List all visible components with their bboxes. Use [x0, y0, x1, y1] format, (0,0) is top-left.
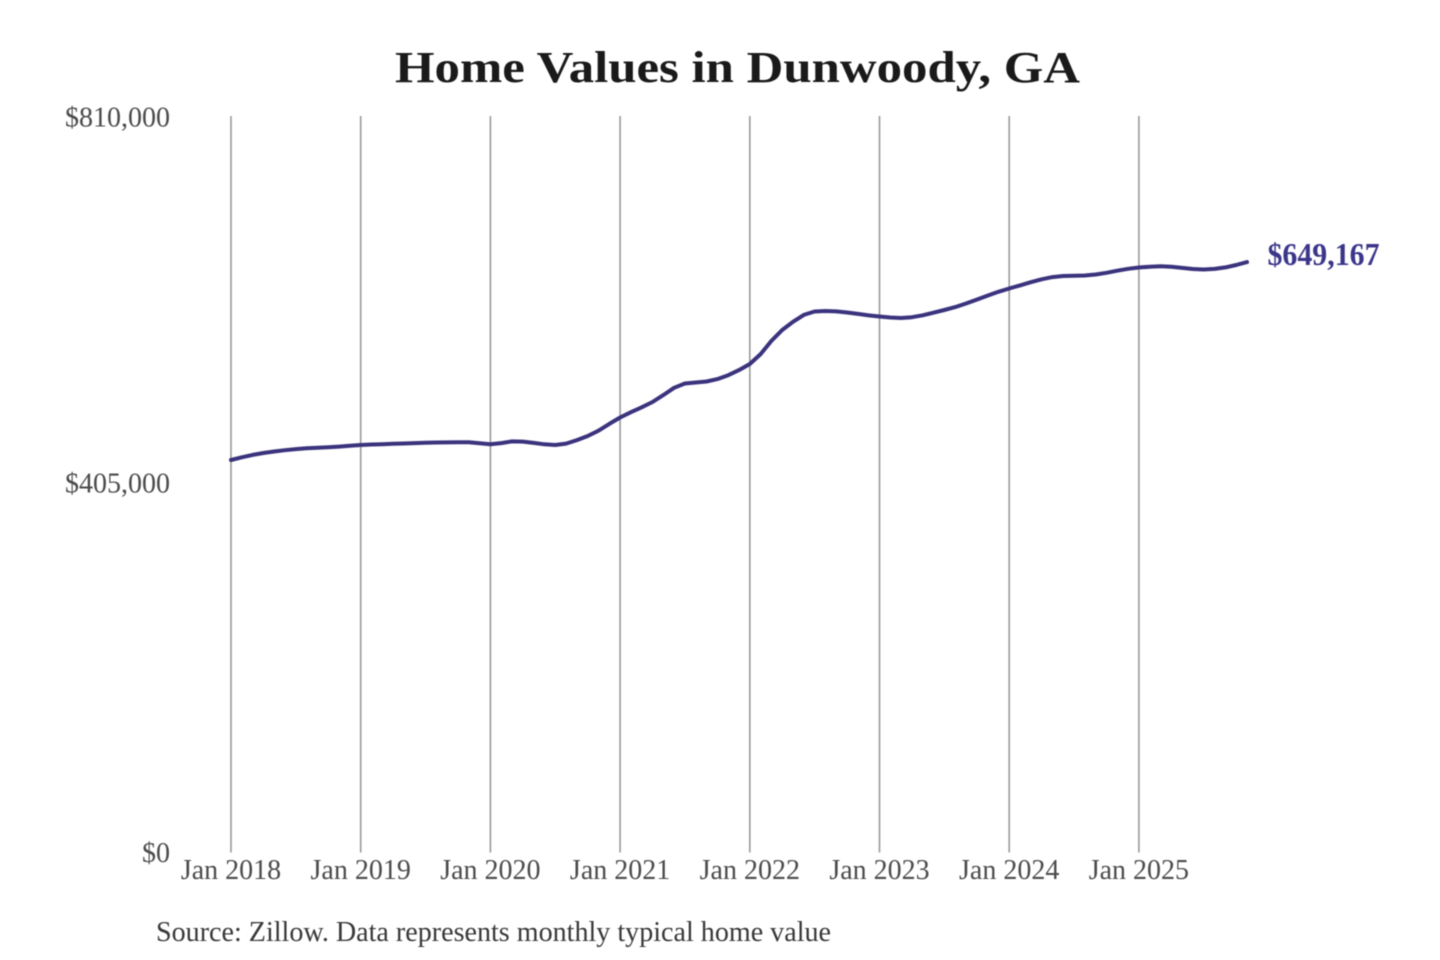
- svg-text:Jan 2023: Jan 2023: [829, 855, 929, 886]
- svg-text:Source: Zillow. Data represent: Source: Zillow. Data represents monthly …: [156, 916, 831, 948]
- svg-text:Jan 2021: Jan 2021: [570, 855, 670, 886]
- svg-text:$810,000: $810,000: [65, 103, 170, 134]
- svg-text:Jan 2024: Jan 2024: [959, 855, 1059, 886]
- svg-text:$649,167: $649,167: [1268, 236, 1380, 272]
- svg-text:Jan 2018: Jan 2018: [181, 855, 281, 886]
- svg-text:$405,000: $405,000: [65, 469, 170, 500]
- svg-text:Jan 2022: Jan 2022: [700, 855, 800, 886]
- svg-text:Jan 2025: Jan 2025: [1089, 855, 1189, 886]
- svg-text:Home Values in Dunwoody, GA: Home Values in Dunwoody, GA: [395, 43, 1080, 92]
- svg-text:$0: $0: [142, 838, 170, 869]
- svg-text:Jan 2020: Jan 2020: [440, 855, 540, 886]
- svg-text:Jan 2019: Jan 2019: [311, 855, 411, 886]
